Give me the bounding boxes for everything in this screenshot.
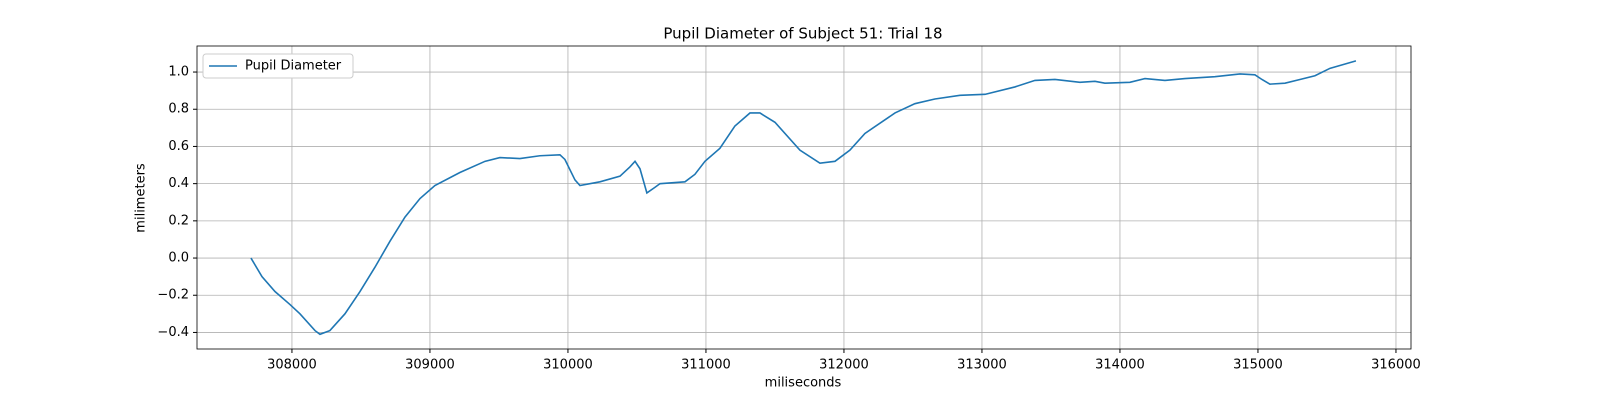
y-tick-label: −0.4	[157, 325, 189, 340]
legend-box	[202, 53, 354, 79]
y-tick-label: 0.8	[168, 102, 189, 117]
y-tick-label: 0.0	[168, 251, 189, 266]
x-tick-label: 311000	[681, 358, 731, 373]
x-tick-label: 316000	[1371, 358, 1421, 373]
x-tick-label: 315000	[1233, 358, 1283, 373]
y-tick-label: 0.2	[168, 213, 189, 228]
x-tick-label: 312000	[819, 358, 869, 373]
y-tick-label: 0.4	[168, 176, 189, 191]
y-axis-label: milimeters	[134, 163, 149, 233]
legend-label: Pupil Diameter	[245, 59, 342, 74]
chart-title: Pupil Diameter of Subject 51: Trial 18	[663, 25, 942, 43]
x-tick-label: 313000	[957, 358, 1007, 373]
y-tick-label: 0.6	[168, 139, 189, 154]
data-line	[250, 60, 1357, 336]
y-tick-label: 1.0	[168, 65, 189, 80]
x-tick-label: 314000	[1095, 358, 1145, 373]
x-tick-label: 309000	[405, 358, 455, 373]
x-tick-label: 310000	[543, 358, 593, 373]
x-tick-label: 308000	[267, 358, 317, 373]
plot-frame	[196, 45, 1412, 350]
x-axis-label: miliseconds	[765, 376, 842, 391]
y-tick-label: −0.2	[157, 288, 189, 303]
